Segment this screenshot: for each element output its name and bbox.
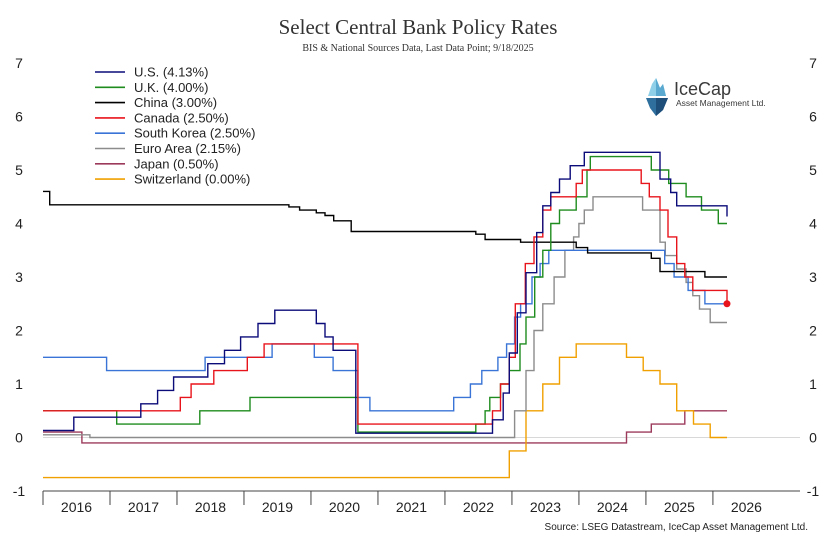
y-tick-label-right: 7: [809, 55, 817, 71]
x-tick-label: 2016: [61, 499, 92, 515]
logo-name: IceCap: [674, 79, 731, 99]
y-tick-label-right: 4: [809, 216, 817, 232]
series-line-3: [43, 169, 728, 425]
chart-subtitle: BIS & National Sources Data, Last Data P…: [302, 43, 533, 54]
legend-label: China (3.00%): [134, 95, 217, 110]
y-tick-label-right: 6: [809, 109, 817, 125]
y-tick-label-left: 0: [15, 430, 23, 446]
y-tick-label-right: 1: [809, 376, 817, 392]
y-tick-label-left: 6: [15, 109, 23, 125]
y-tick-label-left: 7: [15, 55, 23, 71]
legend-label: U.K. (4.00%): [134, 80, 208, 95]
y-tick-label-left: 3: [15, 269, 23, 285]
icecap-logo: IceCap Asset Management Ltd.: [646, 78, 766, 116]
y-tick-label-right: 0: [809, 430, 817, 446]
series-line-2: [43, 190, 727, 278]
series-line-7: [43, 343, 727, 479]
iceberg-icon: [646, 78, 668, 116]
y-tick-label-left: 5: [15, 162, 23, 178]
legend: U.S. (4.13%)U.K. (4.00%)China (3.00%)Can…: [95, 65, 255, 187]
chart-title: Select Central Bank Policy Rates: [279, 15, 558, 39]
x-tick-label: 2017: [128, 499, 159, 515]
series-line-4: [43, 249, 727, 412]
legend-label: Japan (0.50%): [134, 156, 219, 171]
y-tick-label-left: 4: [15, 216, 23, 232]
y-tick-label-right: 5: [809, 162, 817, 178]
x-tick-label: 2020: [329, 499, 360, 515]
x-tick-label: 2023: [530, 499, 561, 515]
legend-label: Canada (2.50%): [134, 110, 229, 125]
x-tick-label: 2022: [463, 499, 494, 515]
series-line-1: [43, 155, 727, 433]
legend-label: U.S. (4.13%): [134, 65, 208, 80]
source-note: Source: LSEG Datastream, IceCap Asset Ma…: [545, 522, 808, 533]
axes: -1 -1 0 0 1 1 2 2 3 3 4 4 5 5 6 6 7 7 2016 2017 2018 2019 2020…: [13, 55, 820, 515]
latest-point-marker: [723, 300, 731, 308]
series-line-6: [43, 410, 727, 444]
logo-subtitle: Asset Management Ltd.: [676, 98, 766, 108]
series-line-0: [43, 151, 728, 434]
legend-label: South Korea (2.50%): [134, 126, 255, 141]
x-tick-label: 2025: [664, 499, 695, 515]
y-tick-label-left: 2: [15, 323, 23, 339]
series-lines: [43, 151, 800, 479]
x-tick-label: 2026: [731, 499, 762, 515]
legend-label: Switzerland (0.00%): [134, 172, 250, 187]
x-tick-label: 2019: [262, 499, 293, 515]
y-tick-label-left: 1: [15, 376, 23, 392]
x-tick-label: 2018: [195, 499, 226, 515]
y-tick-label-right: 3: [809, 269, 817, 285]
x-tick-label: 2024: [597, 499, 628, 515]
x-tick-label: 2021: [396, 499, 427, 515]
y-tick-label-right: 2: [809, 323, 817, 339]
y-tick-label-left: -1: [13, 483, 26, 499]
series-line-5: [43, 196, 727, 439]
y-tick-label-right: -1: [807, 483, 820, 499]
legend-label: Euro Area (2.15%): [134, 141, 241, 156]
